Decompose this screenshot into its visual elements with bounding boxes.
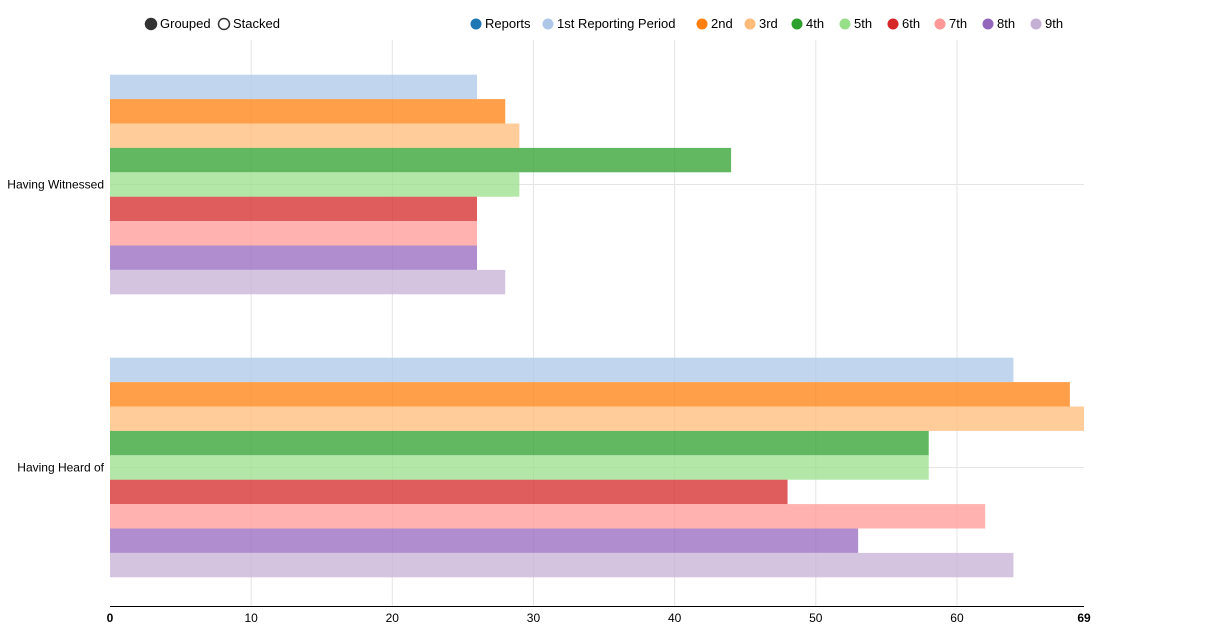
bar-having-heard-of-8th[interactable] [110, 528, 859, 553]
x-tick-label-50: 50 [809, 611, 823, 625]
stacked-radio-icon[interactable] [217, 17, 231, 31]
legend-swatch-3rd[interactable] [744, 18, 756, 30]
bar-having-heard-of-4th[interactable] [110, 430, 929, 456]
x-tick-label-0: 0 [107, 611, 114, 625]
legend-item-3rd[interactable]: 3rd [744, 16, 778, 31]
bar-having-witnessed-7th[interactable] [110, 221, 478, 246]
legend-swatch-6th[interactable] [887, 18, 899, 30]
legend-swatch-5th[interactable] [839, 18, 851, 30]
bar-having-witnessed-9th[interactable] [110, 269, 506, 295]
legend-item-5th[interactable]: 5th [839, 16, 873, 31]
chart-mode-controls: Grouped Stacked [144, 16, 280, 31]
legend-item-9th[interactable]: 9th [1030, 16, 1064, 31]
legend-swatch-7th[interactable] [934, 18, 946, 30]
bar-having-heard-of-1st-reporting-period[interactable] [110, 357, 1014, 383]
category-label-having-heard-of: Having Heard of [17, 461, 104, 475]
legend-item-2nd[interactable]: 2nd [696, 16, 733, 31]
legend-swatch-2nd[interactable] [696, 18, 708, 30]
legend-item-4th[interactable]: 4th [791, 16, 825, 31]
x-tick-label-30: 30 [527, 611, 541, 625]
bar-having-witnessed-1st-reporting-period[interactable] [110, 74, 478, 100]
legend-swatch-4th[interactable] [791, 18, 803, 30]
bar-having-witnessed-2nd[interactable] [110, 99, 506, 124]
category-labels: Having Witnessed Having Heard of [7, 178, 104, 475]
legend-label-reports: Reports [485, 16, 531, 31]
legend: Reports 1st Reporting Period 2nd 3rd 4th 5th 6… [470, 16, 1064, 31]
legend-item-8th[interactable]: 8th [982, 16, 1016, 31]
legend-item-7th[interactable]: 7th [934, 16, 968, 31]
x-tick-label-60: 60 [950, 611, 964, 625]
category-label-having-witnessed: Having Witnessed [7, 178, 104, 192]
legend-item-6th[interactable]: 6th [887, 16, 921, 31]
legend-item-reports[interactable]: Reports [470, 16, 532, 31]
bar-having-heard-of-9th[interactable] [110, 552, 1014, 578]
x-tick-label-max: 69 [1077, 611, 1091, 625]
legend-label-7th: 7th [949, 16, 967, 31]
legend-swatch-reports[interactable] [470, 18, 482, 30]
bar-having-witnessed-3rd[interactable] [110, 123, 520, 148]
x-tick-label-10: 10 [244, 611, 258, 625]
legend-label-2nd: 2nd [711, 16, 733, 31]
legend-label-9th: 9th [1045, 16, 1063, 31]
bar-having-heard-of-7th[interactable] [110, 504, 986, 529]
legend-label-3rd: 3rd [759, 16, 778, 31]
legend-label-1st-reporting-period: 1st Reporting Period [557, 16, 676, 31]
legend-label-8th: 8th [997, 16, 1015, 31]
legend-label-6th: 6th [902, 16, 920, 31]
legend-label-5th: 5th [854, 16, 872, 31]
bars [110, 74, 1084, 578]
bar-having-witnessed-6th[interactable] [110, 196, 478, 222]
legend-swatch-8th[interactable] [982, 18, 994, 30]
stacked-label: Stacked [233, 16, 280, 31]
legend-swatch-1st-reporting-period[interactable] [542, 18, 554, 30]
x-axis: 0 10 20 30 40 50 60 69 [107, 606, 1091, 625]
bar-having-heard-of-3rd[interactable] [110, 406, 1084, 431]
legend-label-4th: 4th [806, 16, 824, 31]
bar-having-heard-of-5th[interactable] [110, 455, 929, 480]
x-tick-label-40: 40 [668, 611, 682, 625]
bar-having-witnessed-8th[interactable] [110, 245, 478, 270]
legend-item-1st-reporting-period[interactable]: 1st Reporting Period [542, 16, 676, 31]
bar-having-witnessed-4th[interactable] [110, 147, 732, 173]
stacked-radio[interactable]: Stacked [217, 16, 280, 31]
grouped-label: Grouped [160, 16, 211, 31]
bar-having-witnessed-5th[interactable] [110, 172, 520, 197]
bar-having-heard-of-6th[interactable] [110, 479, 788, 505]
legend-swatch-9th[interactable] [1030, 18, 1042, 30]
bar-having-heard-of-2nd[interactable] [110, 382, 1070, 407]
grouped-radio-icon[interactable] [144, 17, 158, 31]
grouped-radio[interactable]: Grouped [144, 16, 211, 31]
x-tick-label-20: 20 [386, 611, 400, 625]
